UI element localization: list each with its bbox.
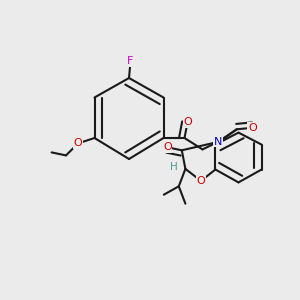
Text: H: H <box>170 162 178 172</box>
Text: O: O <box>74 138 82 148</box>
Text: O: O <box>248 123 257 133</box>
Text: O: O <box>163 142 172 152</box>
Text: F: F <box>127 56 134 67</box>
Text: N: N <box>214 137 222 147</box>
Text: O: O <box>196 176 206 186</box>
Text: O: O <box>183 117 192 128</box>
